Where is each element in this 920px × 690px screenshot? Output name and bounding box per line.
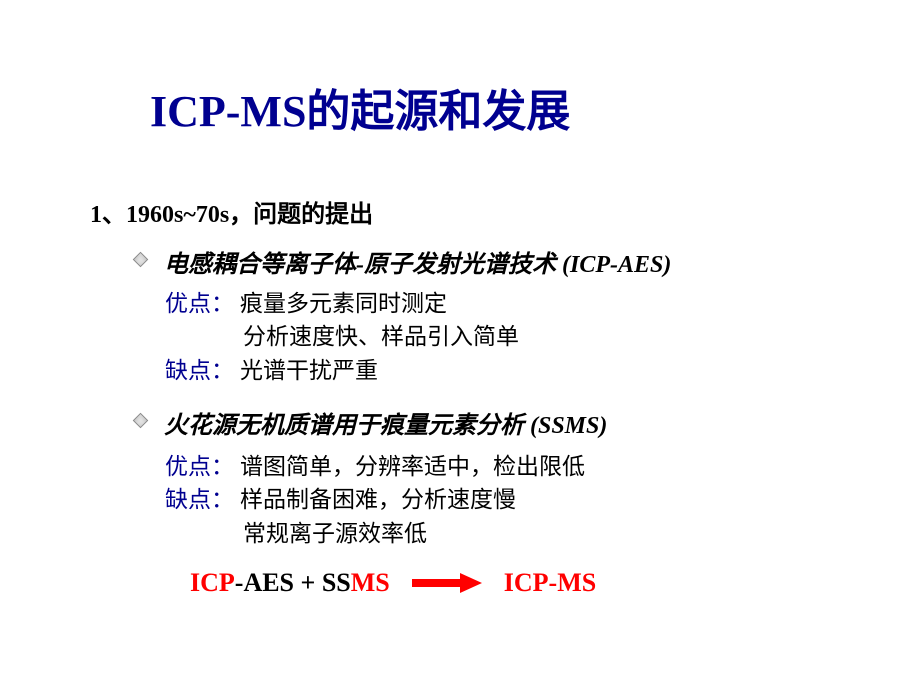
slide-container: ICP-MS的起源和发展 1、1960s~70s，问题的提出 电感耦合等离子体-… xyxy=(0,0,920,598)
bullet-item-1: 电感耦合等离子体-原子发射光谱技术 (ICP-AES) xyxy=(135,244,860,279)
pros-row-1b: 分析速度快、样品引入简单 xyxy=(165,320,860,353)
cons-value-2a: 样品制备困难，分析速度慢 xyxy=(240,483,516,516)
diamond-bullet-icon xyxy=(133,413,149,429)
pros-row-1a: 优点： 痕量多元素同时测定 xyxy=(165,287,860,320)
detail-block-2: 优点： 谱图简单，分辨率适中，检出限低 缺点： 样品制备困难，分析速度慢 常规离… xyxy=(165,450,860,550)
formula-p1-red: ICP xyxy=(190,568,235,597)
pros-label: 优点： xyxy=(165,450,234,483)
section-text: 1960s~70s，问题的提出 xyxy=(126,202,373,228)
pros-value-2: 谱图简单，分辨率适中，检出限低 xyxy=(240,450,585,483)
cons-row-2b: 常规离子源效率低 xyxy=(165,517,860,550)
formula-row: ICP-AES + SSMS ICP-MS xyxy=(190,568,860,598)
pros-value-1a: 痕量多元素同时测定 xyxy=(240,287,447,320)
cons-row-1: 缺点： 光谱干扰严重 xyxy=(165,354,860,387)
cons-value-2b: 常规离子源效率低 xyxy=(243,517,427,550)
cons-label: 缺点： xyxy=(165,354,234,387)
diamond-bullet-icon xyxy=(133,252,149,268)
pros-row-2: 优点： 谱图简单，分辨率适中，检出限低 xyxy=(165,450,860,483)
formula-p1-black: -AES + SS xyxy=(235,568,351,597)
pros-label: 优点： xyxy=(165,287,234,320)
slide-title: ICP-MS的起源和发展 xyxy=(150,75,860,139)
cons-row-2a: 缺点： 样品制备困难，分析速度慢 xyxy=(165,483,860,516)
formula-left: ICP-AES + SSMS xyxy=(190,568,390,598)
arrow-icon xyxy=(412,573,482,593)
pros-value-1b: 分析速度快、样品引入简单 xyxy=(243,320,519,353)
bullet-item-2: 火花源无机质谱用于痕量元素分析 (SSMS) xyxy=(135,405,860,440)
detail-block-1: 优点： 痕量多元素同时测定 分析速度快、样品引入简单 缺点： 光谱干扰严重 xyxy=(165,287,860,387)
cons-value-1: 光谱干扰严重 xyxy=(240,354,378,387)
bullet-text-2: 火花源无机质谱用于痕量元素分析 (SSMS) xyxy=(164,405,607,440)
formula-result: ICP-MS xyxy=(504,568,596,598)
cons-label: 缺点： xyxy=(165,483,234,516)
bullet-text-1: 电感耦合等离子体-原子发射光谱技术 (ICP-AES) xyxy=(164,244,671,279)
formula-p1-red2: MS xyxy=(351,568,390,597)
section-heading: 1、1960s~70s，问题的提出 xyxy=(90,194,860,229)
section-number: 1、 xyxy=(90,202,126,228)
